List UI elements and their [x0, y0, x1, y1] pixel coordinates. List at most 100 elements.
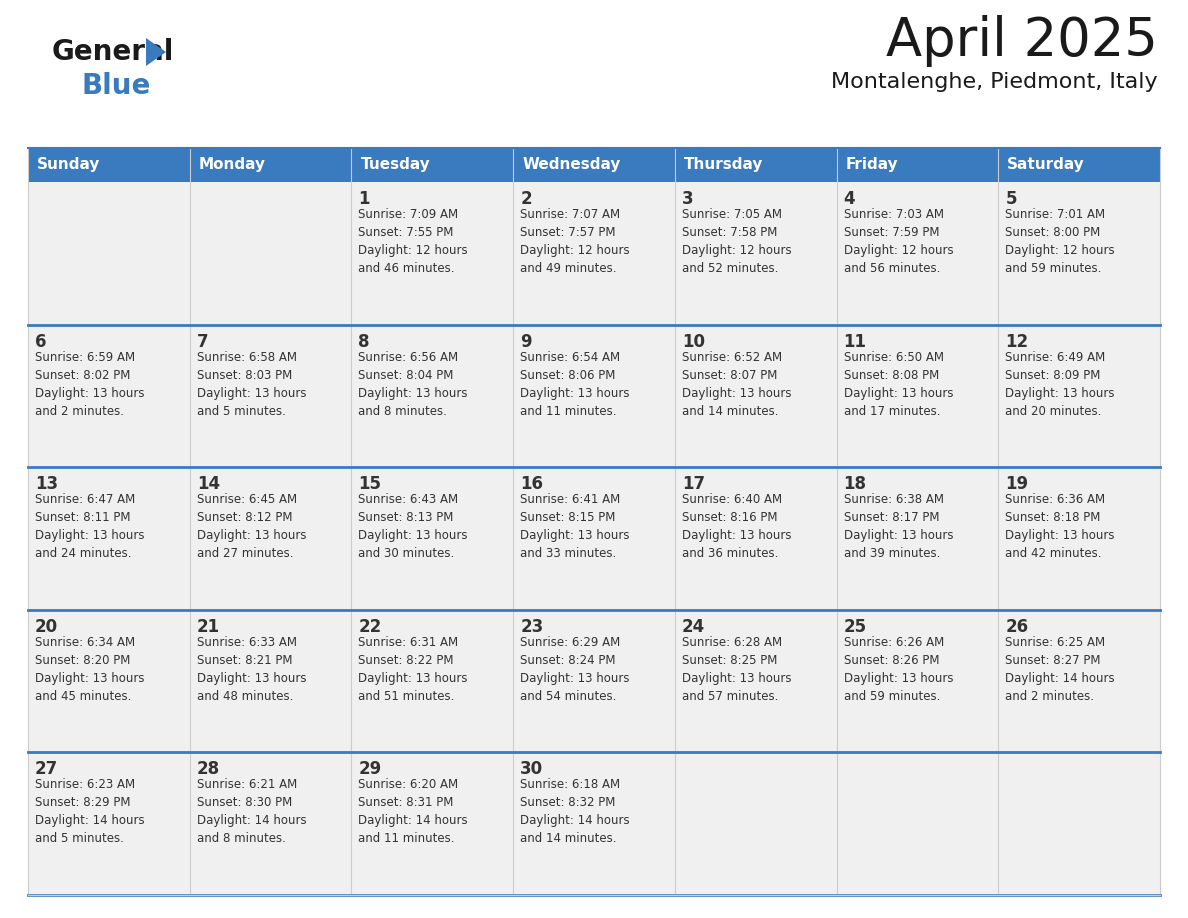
Text: Thursday: Thursday: [684, 158, 763, 173]
Bar: [675, 182, 836, 325]
Text: Sunrise: 6:45 AM
Sunset: 8:12 PM
Daylight: 13 hours
and 27 minutes.: Sunrise: 6:45 AM Sunset: 8:12 PM Dayligh…: [197, 493, 307, 560]
Text: 5: 5: [1005, 190, 1017, 208]
Text: Sunrise: 6:38 AM
Sunset: 8:17 PM
Daylight: 13 hours
and 39 minutes.: Sunrise: 6:38 AM Sunset: 8:17 PM Dayligh…: [843, 493, 953, 560]
Text: Sunrise: 6:49 AM
Sunset: 8:09 PM
Daylight: 13 hours
and 20 minutes.: Sunrise: 6:49 AM Sunset: 8:09 PM Dayligh…: [1005, 351, 1114, 418]
Text: 18: 18: [843, 476, 866, 493]
Text: Friday: Friday: [846, 158, 898, 173]
Text: Sunrise: 6:23 AM
Sunset: 8:29 PM
Daylight: 14 hours
and 5 minutes.: Sunrise: 6:23 AM Sunset: 8:29 PM Dayligh…: [34, 778, 145, 845]
Text: General: General: [52, 38, 175, 66]
Text: Sunrise: 6:40 AM
Sunset: 8:16 PM
Daylight: 13 hours
and 36 minutes.: Sunrise: 6:40 AM Sunset: 8:16 PM Dayligh…: [682, 493, 791, 560]
Text: 30: 30: [520, 760, 543, 778]
Bar: [190, 753, 352, 895]
Text: Sunrise: 7:07 AM
Sunset: 7:57 PM
Daylight: 12 hours
and 49 minutes.: Sunrise: 7:07 AM Sunset: 7:57 PM Dayligh…: [520, 208, 630, 275]
Text: Sunrise: 6:41 AM
Sunset: 8:15 PM
Daylight: 13 hours
and 33 minutes.: Sunrise: 6:41 AM Sunset: 8:15 PM Dayligh…: [520, 493, 630, 560]
Bar: [836, 325, 998, 467]
Text: Sunrise: 7:05 AM
Sunset: 7:58 PM
Daylight: 12 hours
and 52 minutes.: Sunrise: 7:05 AM Sunset: 7:58 PM Dayligh…: [682, 208, 791, 275]
Bar: [998, 467, 1159, 610]
Bar: [998, 182, 1159, 325]
Bar: [190, 325, 352, 467]
Text: Saturday: Saturday: [1007, 158, 1085, 173]
Text: Sunrise: 6:56 AM
Sunset: 8:04 PM
Daylight: 13 hours
and 8 minutes.: Sunrise: 6:56 AM Sunset: 8:04 PM Dayligh…: [359, 351, 468, 418]
Text: 2: 2: [520, 190, 532, 208]
Text: Sunrise: 6:28 AM
Sunset: 8:25 PM
Daylight: 13 hours
and 57 minutes.: Sunrise: 6:28 AM Sunset: 8:25 PM Dayligh…: [682, 636, 791, 703]
Bar: [513, 148, 675, 182]
Text: Sunrise: 6:25 AM
Sunset: 8:27 PM
Daylight: 14 hours
and 2 minutes.: Sunrise: 6:25 AM Sunset: 8:27 PM Dayligh…: [1005, 636, 1114, 703]
Bar: [190, 610, 352, 753]
Text: 17: 17: [682, 476, 704, 493]
Text: 22: 22: [359, 618, 381, 636]
Text: Monday: Monday: [198, 158, 266, 173]
Bar: [352, 325, 513, 467]
Text: Sunrise: 6:43 AM
Sunset: 8:13 PM
Daylight: 13 hours
and 30 minutes.: Sunrise: 6:43 AM Sunset: 8:13 PM Dayligh…: [359, 493, 468, 560]
Bar: [998, 610, 1159, 753]
Text: 10: 10: [682, 332, 704, 351]
Text: 8: 8: [359, 332, 369, 351]
Polygon shape: [146, 38, 166, 66]
Bar: [190, 148, 352, 182]
Bar: [513, 325, 675, 467]
Text: Sunrise: 6:34 AM
Sunset: 8:20 PM
Daylight: 13 hours
and 45 minutes.: Sunrise: 6:34 AM Sunset: 8:20 PM Dayligh…: [34, 636, 145, 703]
Text: 3: 3: [682, 190, 694, 208]
Bar: [836, 182, 998, 325]
Bar: [190, 467, 352, 610]
Text: Sunrise: 7:09 AM
Sunset: 7:55 PM
Daylight: 12 hours
and 46 minutes.: Sunrise: 7:09 AM Sunset: 7:55 PM Dayligh…: [359, 208, 468, 275]
Bar: [352, 148, 513, 182]
Text: Sunrise: 6:26 AM
Sunset: 8:26 PM
Daylight: 13 hours
and 59 minutes.: Sunrise: 6:26 AM Sunset: 8:26 PM Dayligh…: [843, 636, 953, 703]
Bar: [29, 325, 190, 467]
Bar: [675, 148, 836, 182]
Text: 13: 13: [34, 476, 58, 493]
Text: Sunrise: 6:18 AM
Sunset: 8:32 PM
Daylight: 14 hours
and 14 minutes.: Sunrise: 6:18 AM Sunset: 8:32 PM Dayligh…: [520, 778, 630, 845]
Bar: [513, 182, 675, 325]
Text: 9: 9: [520, 332, 532, 351]
Bar: [352, 753, 513, 895]
Text: Sunrise: 6:52 AM
Sunset: 8:07 PM
Daylight: 13 hours
and 14 minutes.: Sunrise: 6:52 AM Sunset: 8:07 PM Dayligh…: [682, 351, 791, 418]
Text: Blue: Blue: [82, 72, 151, 100]
Bar: [29, 182, 190, 325]
Text: 19: 19: [1005, 476, 1029, 493]
Bar: [29, 148, 190, 182]
Text: 29: 29: [359, 760, 381, 778]
Bar: [675, 325, 836, 467]
Text: 27: 27: [34, 760, 58, 778]
Text: Sunrise: 6:59 AM
Sunset: 8:02 PM
Daylight: 13 hours
and 2 minutes.: Sunrise: 6:59 AM Sunset: 8:02 PM Dayligh…: [34, 351, 145, 418]
Text: Sunrise: 6:29 AM
Sunset: 8:24 PM
Daylight: 13 hours
and 54 minutes.: Sunrise: 6:29 AM Sunset: 8:24 PM Dayligh…: [520, 636, 630, 703]
Text: 11: 11: [843, 332, 866, 351]
Text: 28: 28: [197, 760, 220, 778]
Bar: [352, 610, 513, 753]
Bar: [675, 610, 836, 753]
Text: 12: 12: [1005, 332, 1029, 351]
Bar: [836, 610, 998, 753]
Text: 6: 6: [34, 332, 46, 351]
Bar: [513, 467, 675, 610]
Text: Sunrise: 6:47 AM
Sunset: 8:11 PM
Daylight: 13 hours
and 24 minutes.: Sunrise: 6:47 AM Sunset: 8:11 PM Dayligh…: [34, 493, 145, 560]
Text: Sunrise: 6:36 AM
Sunset: 8:18 PM
Daylight: 13 hours
and 42 minutes.: Sunrise: 6:36 AM Sunset: 8:18 PM Dayligh…: [1005, 493, 1114, 560]
Text: 14: 14: [197, 476, 220, 493]
Bar: [998, 753, 1159, 895]
Text: Sunrise: 6:21 AM
Sunset: 8:30 PM
Daylight: 14 hours
and 8 minutes.: Sunrise: 6:21 AM Sunset: 8:30 PM Dayligh…: [197, 778, 307, 845]
Text: Sunday: Sunday: [37, 158, 100, 173]
Text: 7: 7: [197, 332, 208, 351]
Bar: [836, 467, 998, 610]
Bar: [352, 467, 513, 610]
Bar: [998, 148, 1159, 182]
Text: 24: 24: [682, 618, 706, 636]
Text: Sunrise: 7:01 AM
Sunset: 8:00 PM
Daylight: 12 hours
and 59 minutes.: Sunrise: 7:01 AM Sunset: 8:00 PM Dayligh…: [1005, 208, 1114, 275]
Text: Sunrise: 6:31 AM
Sunset: 8:22 PM
Daylight: 13 hours
and 51 minutes.: Sunrise: 6:31 AM Sunset: 8:22 PM Dayligh…: [359, 636, 468, 703]
Bar: [29, 610, 190, 753]
Text: Wednesday: Wednesday: [523, 158, 620, 173]
Text: 21: 21: [197, 618, 220, 636]
Bar: [836, 753, 998, 895]
Text: Sunrise: 6:58 AM
Sunset: 8:03 PM
Daylight: 13 hours
and 5 minutes.: Sunrise: 6:58 AM Sunset: 8:03 PM Dayligh…: [197, 351, 307, 418]
Text: April 2025: April 2025: [886, 15, 1158, 67]
Bar: [190, 182, 352, 325]
Text: Sunrise: 6:33 AM
Sunset: 8:21 PM
Daylight: 13 hours
and 48 minutes.: Sunrise: 6:33 AM Sunset: 8:21 PM Dayligh…: [197, 636, 307, 703]
Text: Tuesday: Tuesday: [360, 158, 430, 173]
Text: 1: 1: [359, 190, 369, 208]
Text: Sunrise: 6:50 AM
Sunset: 8:08 PM
Daylight: 13 hours
and 17 minutes.: Sunrise: 6:50 AM Sunset: 8:08 PM Dayligh…: [843, 351, 953, 418]
Bar: [675, 467, 836, 610]
Bar: [29, 467, 190, 610]
Text: 16: 16: [520, 476, 543, 493]
Text: Sunrise: 7:03 AM
Sunset: 7:59 PM
Daylight: 12 hours
and 56 minutes.: Sunrise: 7:03 AM Sunset: 7:59 PM Dayligh…: [843, 208, 953, 275]
Bar: [352, 182, 513, 325]
Text: 26: 26: [1005, 618, 1029, 636]
